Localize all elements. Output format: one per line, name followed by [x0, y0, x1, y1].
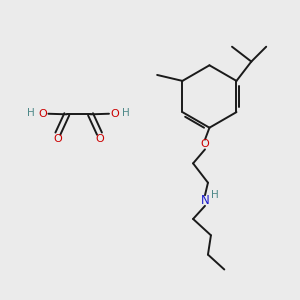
Text: H: H: [27, 108, 35, 118]
Text: O: O: [201, 139, 209, 149]
Text: O: O: [38, 109, 47, 119]
Text: O: O: [53, 134, 62, 144]
Text: N: N: [201, 194, 209, 207]
Text: H: H: [211, 190, 218, 200]
Text: H: H: [122, 108, 130, 118]
Text: O: O: [95, 134, 104, 144]
Text: O: O: [110, 109, 119, 119]
